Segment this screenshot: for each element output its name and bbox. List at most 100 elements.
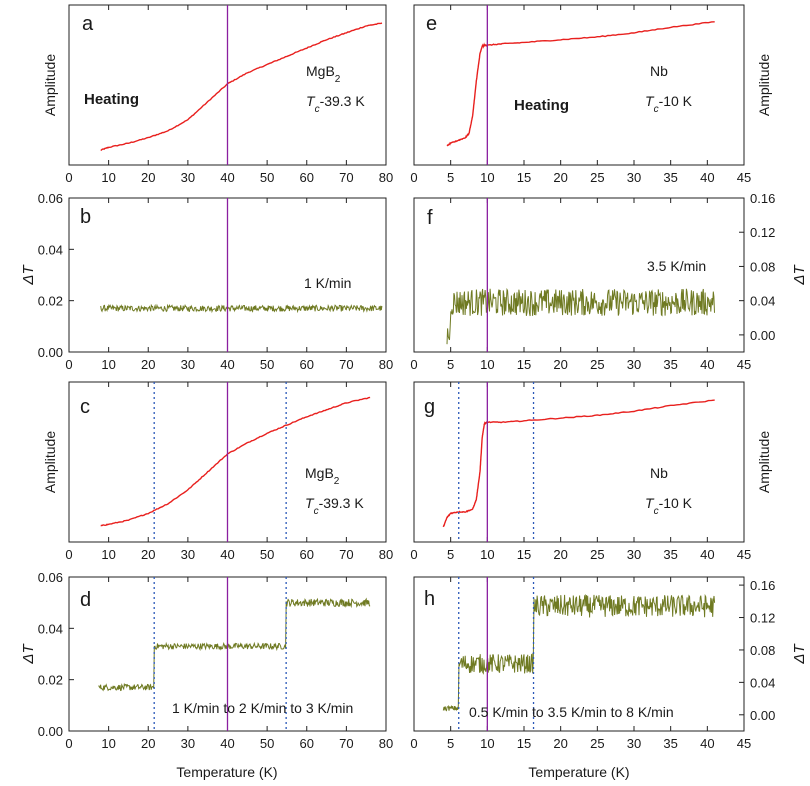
- x-tick-label: 35: [663, 357, 677, 372]
- x-tick-label: 50: [260, 547, 274, 562]
- x-tick-label: 0: [410, 736, 417, 751]
- panel-g: [413, 381, 745, 543]
- y-tick-label: 0.06: [38, 570, 63, 585]
- panel-frame: [413, 381, 745, 543]
- x-tick-label: 20: [553, 357, 567, 372]
- x-tick-label: 50: [260, 357, 274, 372]
- heating-label: Heating: [84, 91, 139, 108]
- y-axis-label: ΔT: [791, 643, 808, 665]
- tc-value-label: Tc-10 K: [645, 93, 693, 115]
- x-tick-label: 10: [101, 736, 115, 751]
- tc-value-label: Tc-39.3 K: [305, 495, 364, 517]
- y-axis-label: Amplitude: [756, 431, 772, 493]
- x-tick-label: 45: [737, 170, 751, 185]
- x-tick-label: 30: [181, 357, 195, 372]
- x-tick-label: 30: [627, 547, 641, 562]
- x-tick-label: 50: [260, 170, 274, 185]
- y-axis-label: ΔT: [20, 264, 37, 286]
- x-tick-label: 10: [480, 736, 494, 751]
- x-tick-label: 30: [181, 547, 195, 562]
- panel-frame: [413, 4, 745, 166]
- panel-f: [413, 197, 745, 353]
- tc-value-label: Tc-39.3 K: [306, 93, 365, 115]
- x-tick-label: 40: [220, 170, 234, 185]
- material-label: Nb: [650, 465, 668, 481]
- x-tick-label: 10: [480, 170, 494, 185]
- x-tick-label: 10: [480, 357, 494, 372]
- x-tick-label: 0: [65, 170, 72, 185]
- y-tick-label: 0.16: [750, 578, 775, 593]
- amplitude-curve: [442, 399, 715, 528]
- rate-label: 3.5 K/min: [647, 258, 706, 274]
- x-tick-label: 25: [590, 170, 604, 185]
- x-tick-label: 50: [260, 736, 274, 751]
- y-tick-label: 0.12: [750, 611, 775, 626]
- y-tick-label: 0.12: [750, 225, 775, 240]
- panel-letter: e: [426, 13, 437, 35]
- x-tick-label: 0: [410, 547, 417, 562]
- x-tick-label: 15: [517, 547, 531, 562]
- x-tick-label: 0: [65, 357, 72, 372]
- y-tick-label: 0.16: [750, 191, 775, 206]
- x-tick-label: 60: [300, 547, 314, 562]
- delta-t-trace: [100, 303, 383, 314]
- panel-h: [413, 576, 745, 732]
- x-tick-label: 10: [101, 357, 115, 372]
- x-tick-label: 20: [141, 736, 155, 751]
- x-tick-label: 40: [220, 357, 234, 372]
- x-tick-label: 20: [141, 170, 155, 185]
- x-tick-label: 40: [220, 736, 234, 751]
- x-tick-label: 0: [65, 736, 72, 751]
- panel-frame: [413, 576, 745, 732]
- x-tick-label: 25: [590, 736, 604, 751]
- x-tick-label: 0: [65, 547, 72, 562]
- delta-t-trace: [446, 287, 715, 345]
- x-tick-label: 45: [737, 547, 751, 562]
- x-tick-label: 5: [447, 547, 454, 562]
- y-tick-label: 0.04: [38, 621, 63, 636]
- x-tick-label: 35: [663, 170, 677, 185]
- x-tick-label: 5: [447, 357, 454, 372]
- delta-t-trace: [98, 597, 371, 692]
- amplitude-curve: [446, 21, 715, 147]
- y-tick-label: 0.00: [38, 345, 63, 360]
- panel-letter: d: [80, 589, 91, 611]
- panel-d: [68, 576, 387, 732]
- x-tick-label: 0: [410, 170, 417, 185]
- x-tick-label: 30: [627, 357, 641, 372]
- x-tick-label: 70: [339, 170, 353, 185]
- x-tick-label: 40: [700, 357, 714, 372]
- x-tick-label: 60: [300, 357, 314, 372]
- x-tick-label: 5: [447, 736, 454, 751]
- rate-label: 0.5 K/min to 3.5 K/min to 8 K/min: [469, 704, 674, 720]
- y-tick-label: 0.00: [750, 708, 775, 723]
- y-tick-label: 0.00: [38, 724, 63, 739]
- delta-t-trace: [442, 593, 716, 712]
- x-tick-label: 70: [339, 547, 353, 562]
- x-tick-label: 40: [220, 547, 234, 562]
- x-axis-label: Temperature (K): [176, 764, 277, 780]
- x-tick-label: 60: [300, 170, 314, 185]
- x-tick-label: 35: [663, 736, 677, 751]
- x-tick-label: 20: [553, 170, 567, 185]
- rate-label: 1 K/min: [304, 275, 351, 291]
- x-tick-label: 30: [627, 170, 641, 185]
- x-tick-label: 80: [379, 547, 393, 562]
- material-label: MgB2: [305, 465, 340, 487]
- panel-c: [68, 381, 387, 543]
- panel-letter: g: [424, 396, 435, 418]
- panel-e: [413, 4, 745, 166]
- x-tick-label: 35: [663, 547, 677, 562]
- y-tick-label: 0.02: [38, 294, 63, 309]
- x-tick-label: 25: [590, 357, 604, 372]
- x-tick-label: 10: [101, 170, 115, 185]
- panel-b: [68, 197, 387, 353]
- y-tick-label: 0.06: [38, 191, 63, 206]
- panel-letter: a: [82, 13, 94, 35]
- y-axis-label: Amplitude: [42, 431, 58, 493]
- rate-label: 1 K/min to 2 K/min to 3 K/min: [172, 700, 353, 716]
- x-tick-label: 5: [447, 170, 454, 185]
- x-tick-label: 25: [590, 547, 604, 562]
- panel-letter: b: [80, 206, 91, 228]
- x-tick-label: 20: [141, 357, 155, 372]
